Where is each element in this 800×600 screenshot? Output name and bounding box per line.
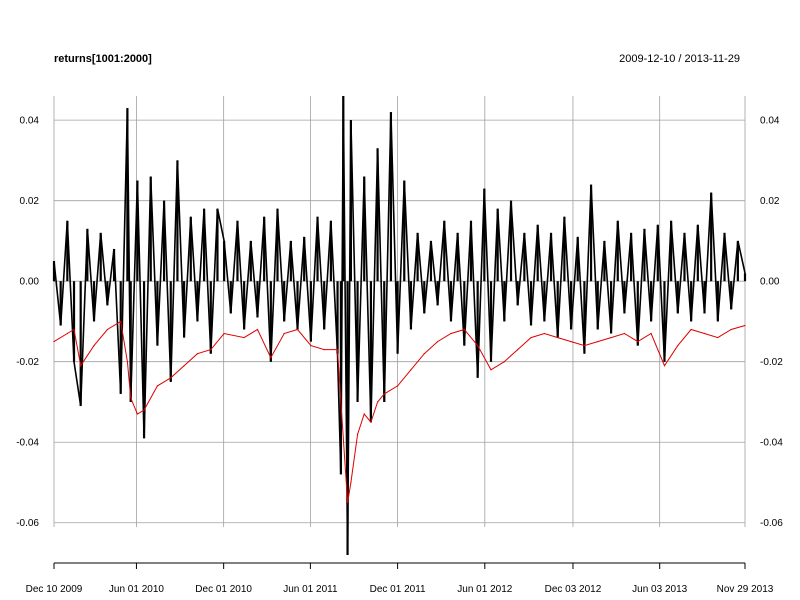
x-tick-label: Jun 01 2012 (457, 584, 512, 595)
y-tick-label-right: -0.02 (760, 357, 783, 368)
overlay-point (463, 328, 465, 331)
axes (53, 562, 746, 569)
overlay-point (583, 345, 586, 347)
overlay-point (490, 369, 492, 371)
y-tick-label-left: 0.02 (20, 196, 40, 207)
overlay-point (610, 336, 612, 339)
overlay-point (557, 336, 559, 339)
overlay-point (730, 328, 732, 331)
overlay-point (336, 349, 339, 351)
overlay-point (450, 332, 452, 335)
y-tick-label-right: 0.04 (760, 116, 780, 127)
y-tick-label-right: 0.00 (760, 277, 780, 288)
overlay-point (356, 433, 359, 435)
y-tick-label-left: -0.06 (16, 518, 39, 529)
overlay-point (503, 361, 505, 363)
overlay-point (80, 365, 82, 367)
overlay-point (677, 345, 679, 347)
tick-labels: 0.04 0.04 0.02 0.02 0.00 0.00 -0.02 -0.02 -0.04 -… (16, 116, 783, 595)
overlay-point (703, 332, 706, 335)
overlay-point (637, 340, 639, 343)
overlay-point (143, 409, 145, 411)
y-tick-label-left: -0.04 (16, 438, 39, 449)
x-tick-label: Dec 03 2012 (545, 584, 602, 595)
overlay-line (53, 320, 746, 503)
overlay-point (383, 393, 385, 395)
overlay-point (370, 421, 372, 423)
overlay-point (340, 401, 342, 403)
y-tick-label-left: 0.00 (20, 277, 40, 288)
overlay-point (346, 502, 349, 504)
overlay-point (477, 345, 479, 347)
overlay-point (410, 369, 412, 371)
overlay-point (93, 345, 95, 347)
y-tick-label-right: -0.04 (760, 438, 783, 449)
x-tick-label: Nov 29 2013 (717, 584, 774, 595)
x-tick-label: Dec 10 2009 (26, 584, 83, 595)
overlay-point (517, 349, 519, 351)
overlay-point (223, 332, 225, 335)
overlay-point (597, 340, 599, 343)
overlay-point (120, 320, 122, 323)
y-tick-label-left: -0.02 (16, 357, 39, 368)
overlay-point (350, 481, 352, 484)
overlay-point (130, 397, 132, 399)
overlay-point (243, 336, 245, 339)
overlay-point (156, 385, 159, 387)
overlay-point (744, 324, 746, 327)
x-tick-label: Jun 03 2013 (632, 584, 687, 595)
y-tick-label-right: 0.02 (760, 196, 780, 207)
x-tick-label: Jun 01 2011 (283, 584, 338, 595)
overlay-point (210, 349, 212, 351)
overlay-point (310, 345, 312, 347)
overlay-point (570, 340, 572, 343)
overlay-point (363, 413, 365, 415)
overlay-point (376, 401, 379, 403)
overlay-point (106, 328, 108, 331)
overlay-point (136, 413, 138, 415)
overlay-point (270, 357, 272, 359)
x-tick-label: Jun 01 2010 (109, 584, 164, 595)
overlay-point (283, 332, 285, 335)
overlay-point (530, 336, 532, 339)
overlay-series (53, 320, 746, 504)
overlay-point (53, 340, 55, 343)
date-range-label: 2009-12-10 / 2013-11-29 (619, 53, 740, 65)
series-layer (52, 95, 747, 555)
overlay-point (650, 332, 652, 335)
overlay-point (256, 328, 259, 331)
overlay-point (543, 332, 545, 335)
overlay-point (663, 365, 666, 367)
overlay-point (183, 365, 185, 367)
overlay-point (296, 328, 299, 331)
x-tick-label: Dec 01 2010 (195, 584, 252, 595)
overlay-point (323, 349, 325, 351)
y-tick-label-left: 0.04 (20, 116, 40, 127)
overlay-point (437, 340, 439, 343)
overlay-point (126, 361, 128, 363)
x-tick-label: Dec 01 2011 (370, 584, 426, 595)
overlay-point (170, 377, 172, 379)
returns-series (52, 95, 747, 555)
overlay-point (623, 332, 626, 335)
overlay-point (690, 328, 692, 331)
overlay-point (717, 336, 719, 339)
y-tick-label-right: -0.06 (760, 518, 783, 529)
overlay-point (66, 332, 68, 335)
overlay-point (396, 385, 399, 387)
overlay-point (423, 353, 425, 355)
overlay-point (73, 328, 75, 331)
chart-title: returns[1001:2000] (54, 53, 152, 65)
overlay-point (196, 353, 199, 355)
